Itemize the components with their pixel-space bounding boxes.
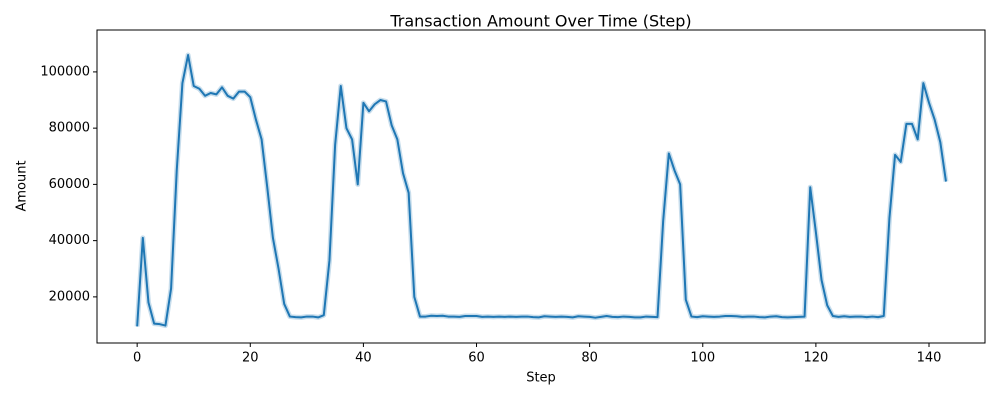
x-tick-label: 40	[355, 351, 372, 366]
y-tick-label: 40000	[49, 233, 90, 248]
x-axis-label: Step	[526, 371, 556, 386]
plot-frame	[96, 29, 986, 344]
x-tick-label: 60	[468, 351, 485, 366]
x-tick-label: 0	[133, 351, 141, 366]
chart-title: Transaction Amount Over Time (Step)	[389, 12, 691, 31]
y-tick-label: 100000	[40, 64, 90, 79]
y-tick-label: 80000	[49, 121, 90, 136]
line	[136, 54, 947, 327]
x-tick-label: 120	[803, 351, 828, 366]
y-tick-label: 60000	[49, 177, 90, 192]
y-tick-label: 20000	[49, 289, 90, 304]
x-tick-label: 140	[917, 351, 942, 366]
x-tick-label: 20	[242, 351, 259, 366]
y-axis-label: Amount	[15, 160, 30, 211]
band	[134, 52, 949, 329]
x-tick-label: 80	[581, 351, 598, 366]
x-tick-label: 100	[690, 351, 715, 366]
